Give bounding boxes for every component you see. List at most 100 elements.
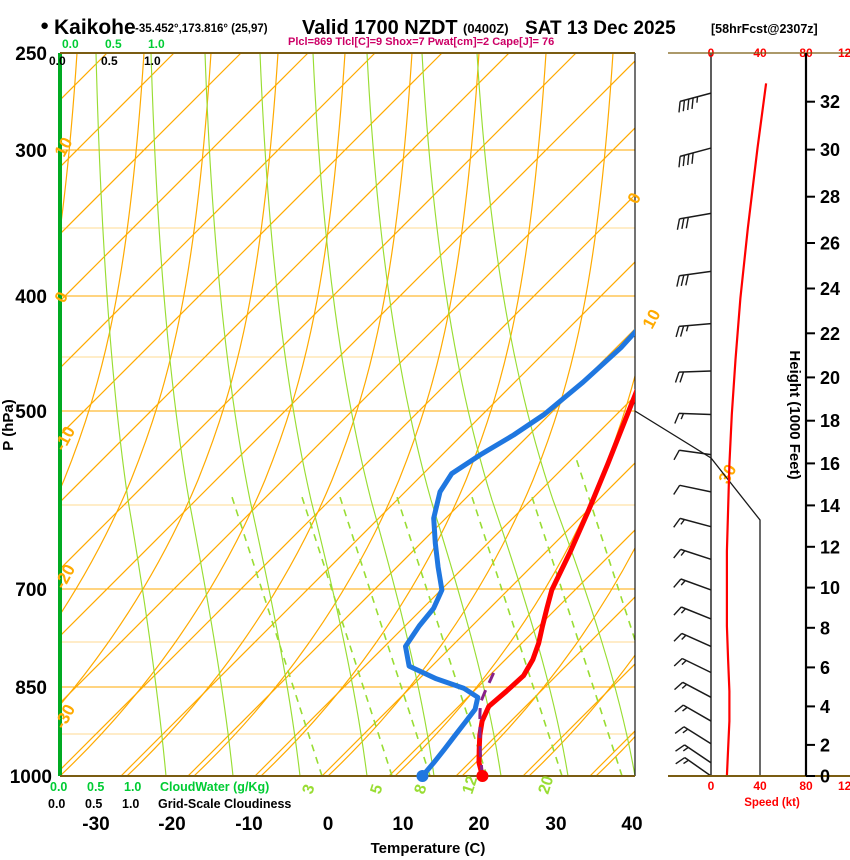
mixing-ratio-label-4: 20 [536,774,558,796]
wind-barb [678,92,712,113]
cw-bot-green-1: 0.5 [87,780,104,794]
surface-temperature-marker [476,770,489,782]
cloudwater-legend-label: CloudWater (g/Kg) [160,780,269,794]
cw-top-green-2: 1.0 [148,37,165,51]
speed-tick-bot-2: 80 [799,779,813,793]
mixing-ratio-label-0: 3 [300,782,319,796]
wind-barb [675,322,712,338]
cw-bot-black-0: 0.0 [48,797,65,811]
pressure-tick-700: 700 [15,580,47,601]
cloudwater-scale-top: 0.0 0.5 1.0 0.0 0.5 1.0 [49,37,165,68]
cw-top-black-2: 1.0 [144,54,161,68]
wind-barb [675,744,712,764]
cw-top-black-1: 0.5 [101,54,118,68]
speed-tick-bot-3: 120 [838,779,850,793]
pressure-axis-ticks: 250 300 400 500 700 850 1000 [10,44,52,788]
height-tick-label: 4 [820,697,830,717]
temp-tick--10: -10 [235,814,262,835]
height-tick-label: 2 [820,735,830,755]
stability-indices: Plcl=869 Tlcl[C]=9 Shox=7 Pwat[cm]=2 Cap… [0,33,850,49]
cw-top-black-0: 0.0 [49,54,66,68]
station-marker-icon: ● [40,17,49,34]
wind-barb [673,517,712,528]
cw-top-green-0: 0.0 [62,37,79,51]
station-name: Kaikohe [54,16,136,38]
temp-tick-20: 20 [468,814,489,835]
valid-time: Valid 1700 NZDT [302,17,458,38]
parcel-curve [478,668,497,776]
wind-barb [674,681,712,699]
isotherm-label-right-2: 30 [715,461,741,487]
speed-tick-bot-0: 0 [708,779,715,793]
cw-bot-green-0: 0.0 [50,780,67,794]
wind-barb [673,657,712,674]
height-tick-label: 24 [820,279,840,299]
pressure-tick-250: 250 [15,44,47,65]
cw-bot-black-2: 1.0 [122,797,139,811]
height-tick-label: 6 [820,658,830,678]
height-tick-label: 28 [820,187,840,207]
temp-tick--30: -30 [82,814,109,835]
dewpoint-curve [403,328,635,776]
valid-date: SAT 13 Dec 2025 [525,18,676,38]
height-tick-label: 18 [820,411,840,431]
header-bar: ● Kaikohe -35.452°,173.816° (25,97) Vali… [0,8,850,38]
isobar-minor-grid [60,227,635,735]
pressure-axis-label: P (hPa) [0,399,17,450]
wind-barb [673,606,712,620]
speed-axis-ticks-bottom: 0 40 80 120 [708,779,850,793]
wind-barb [676,212,712,230]
wind-barb-group [673,92,712,776]
temp-tick-30: 30 [545,814,566,835]
height-tick-label: 14 [820,496,840,516]
surface-dewpoint-marker [416,770,429,782]
wind-barb [673,449,712,461]
valid-time-utc: (0400Z) [463,21,509,36]
speed-axis-label: Speed (kt) [744,797,800,809]
height-tick-label: 0 [820,767,830,787]
temperature-axis-ticks: -30 -20 -10 0 10 20 30 40 [82,814,642,835]
height-axis-label: Height (1000 Feet) [786,350,803,479]
temperature-axis-label: Temperature (C) [371,840,486,857]
height-tick-label: 26 [820,234,840,254]
stability-indices-text: Plcl=869 Tlcl[C]=9 Shox=7 Pwat[cm]=2 Cap… [288,36,554,48]
wind-barb [673,548,712,561]
pressure-tick-1000: 1000 [10,767,52,788]
forecast-stamp: [58hrFcst@2307z] [711,22,818,36]
speed-tick-bot-1: 40 [753,779,767,793]
wind-barb [674,726,712,745]
height-tick-label: 32 [820,92,840,112]
wind-barb [674,370,712,383]
temp-tick-40: 40 [621,814,642,835]
pressure-tick-850: 850 [15,678,47,699]
temp-tick-10: 10 [392,814,413,835]
mixing-ratio-label-3: 12 [460,774,482,796]
wind-barb [675,756,712,776]
height-tick-label: 12 [820,537,840,557]
wind-speed-curve [725,83,768,776]
mixing-ratio-label-1: 5 [368,782,387,796]
temp-tick-0: 0 [323,814,334,835]
moist-adiabat-grid [95,53,635,776]
wind-barb [673,632,712,648]
isotherm-labels-right: 0 10 30 [624,190,741,487]
height-tick-label: 10 [820,578,840,598]
cw-top-green-1: 0.5 [105,37,122,51]
height-tick-label: 20 [820,368,840,388]
pressure-tick-400: 400 [15,287,47,308]
cw-bot-green-2: 1.0 [124,780,141,794]
pressure-tick-300: 300 [15,141,47,162]
mixing-ratio-grid [231,454,635,776]
temp-tick--20: -20 [158,814,185,835]
pressure-tick-500: 500 [15,402,47,423]
wind-barb [678,147,712,168]
wind-barb [673,484,712,495]
station-coords: -35.452°,173.816° (25,97) [135,23,268,35]
cw-bot-black-1: 0.5 [85,797,102,811]
wind-barb [674,704,712,722]
height-tick-label: 8 [820,618,830,638]
height-tick-label: 30 [820,140,840,160]
